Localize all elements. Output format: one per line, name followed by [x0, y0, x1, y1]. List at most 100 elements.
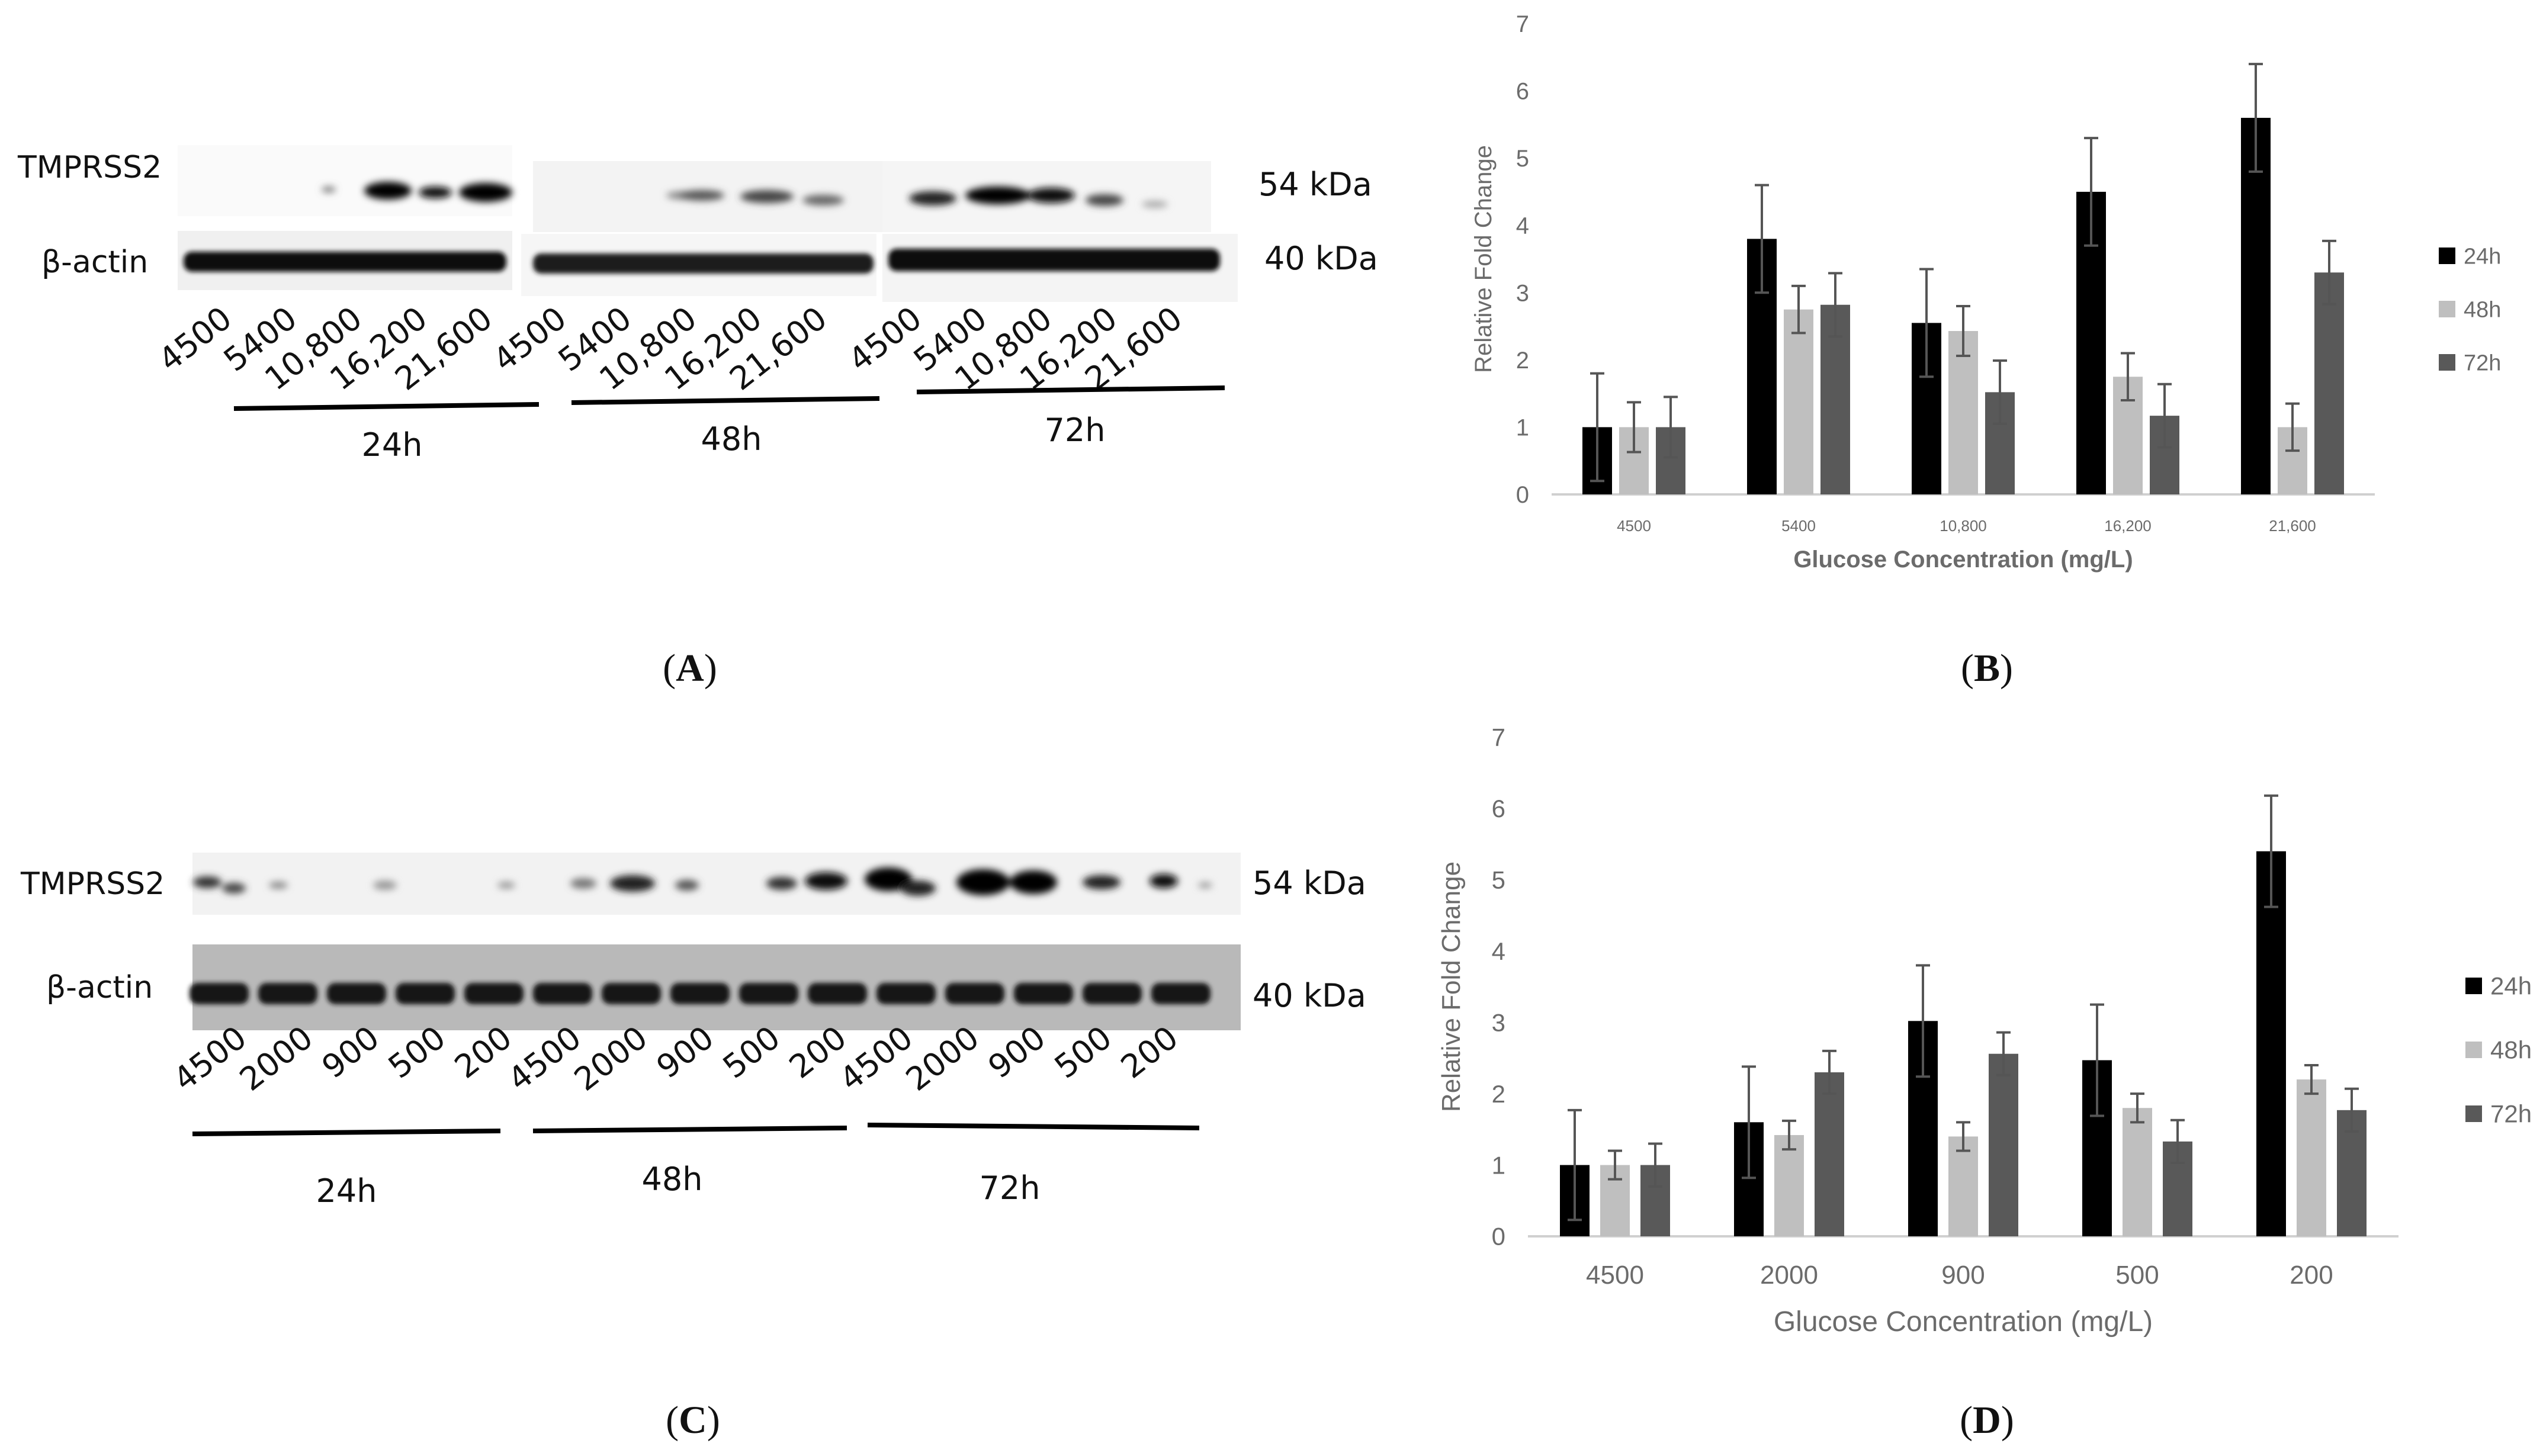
x-tick-label: 4500: [1617, 517, 1651, 535]
x-tick-label: 500: [2115, 1261, 2159, 1290]
band: [1028, 188, 1075, 203]
y-tick-label: 1: [1492, 1151, 1505, 1179]
legend-label-24h: 24h: [2490, 972, 2532, 1000]
band: [610, 875, 655, 892]
band: [1142, 201, 1168, 208]
y-tick-label: 7: [1492, 724, 1505, 751]
band: [364, 182, 412, 200]
y-tick-label: 4: [1516, 213, 1529, 239]
y-tick-label: 3: [1492, 1008, 1505, 1036]
y-tick-label: 0: [1492, 1223, 1505, 1251]
band: [965, 187, 1030, 204]
blot-c-tmprss2-strip: [192, 853, 1241, 915]
band: [740, 190, 794, 203]
lane-label: 4500: [833, 1019, 920, 1098]
legend-label-72h: 72h: [2490, 1100, 2532, 1128]
lane-label: 4500: [152, 300, 239, 379]
band: [888, 249, 1220, 271]
legend-label-72h: 72h: [2464, 351, 2501, 375]
band: [419, 187, 452, 198]
blot-c-group-line-48h: [532, 1126, 847, 1133]
bar-48h-200: [2297, 1079, 2326, 1236]
blot-c-protein-label: TMPRSS2: [20, 866, 165, 902]
x-tick-label: 21,600: [2269, 517, 2316, 535]
lane-label: 2000: [899, 1019, 986, 1098]
band: [739, 983, 798, 1004]
band: [1010, 870, 1057, 894]
band: [766, 877, 797, 890]
y-tick-label: 7: [1516, 11, 1529, 37]
panel-c-caption: (C): [666, 1399, 720, 1442]
band: [670, 983, 730, 1004]
band: [865, 867, 912, 891]
band: [497, 882, 515, 889]
x-tick-label: 10,800: [1940, 517, 1987, 535]
bar-24h-200: [2256, 851, 2286, 1236]
band: [909, 191, 956, 205]
band: [190, 983, 249, 1004]
blot-c-tmprss2-bands: [193, 867, 1212, 896]
bar-48h-5400: [1784, 309, 1813, 494]
blot-c-group-line-24h: [192, 1129, 501, 1136]
bar-48h-2000: [1774, 1134, 1804, 1236]
bar-72h-2000: [1815, 1072, 1844, 1236]
blot-c-mw-control: 40 kDa: [1253, 977, 1366, 1014]
group-label: 48h: [642, 1161, 703, 1198]
panel-b-bar-chart: 0 1 2 3 4 5 6 7 4500 5400 10,800 16,200 21,600 Glucos…: [1470, 11, 2501, 573]
band: [1150, 874, 1178, 888]
blot-a-mw-control: 40 kDa: [1264, 240, 1378, 277]
x-tick-label: 900: [1941, 1261, 1985, 1290]
band: [945, 983, 1004, 1004]
y-tick-label: 6: [1492, 795, 1505, 822]
panel-d-caption: (D): [1960, 1399, 2014, 1442]
y-tick-label: 2: [1492, 1080, 1505, 1108]
band: [602, 983, 661, 1004]
bar-48h-10,800: [1948, 331, 1978, 494]
band: [802, 195, 844, 205]
bar-24h-21,600: [2241, 118, 2271, 494]
x-tick-label: 2000: [1760, 1261, 1818, 1290]
y-tick-label: 2: [1516, 348, 1529, 374]
bar-48h-900: [1948, 1136, 1978, 1236]
band: [675, 880, 699, 891]
legend-swatch-48h: [2465, 1042, 2482, 1058]
bar-72h-900: [1989, 1053, 2018, 1236]
y-tick-label: 0: [1516, 482, 1529, 508]
band: [184, 252, 506, 272]
band: [464, 983, 524, 1004]
group-label: 48h: [701, 420, 762, 458]
blot-c-actin-bands: [190, 983, 1211, 1004]
bar-48h-500: [2123, 1108, 2152, 1236]
lane-label: 2000: [233, 1019, 320, 1098]
panel-a-caption: (A): [663, 647, 717, 690]
band: [373, 880, 397, 890]
legend-label-24h: 24h: [2464, 244, 2501, 269]
band: [327, 983, 386, 1004]
legend-swatch-72h: [2439, 354, 2455, 371]
x-tick-label: 4500: [1586, 1261, 1644, 1290]
group-label: 72h: [1045, 412, 1106, 449]
bar-72h-21,600: [2314, 272, 2344, 494]
legend-label-48h: 48h: [2490, 1036, 2532, 1064]
band: [193, 876, 221, 888]
blot-a-mw-protein: 54 kDa: [1258, 166, 1372, 203]
x-tick-label: 200: [2290, 1261, 2333, 1290]
y-tick-label: 3: [1516, 280, 1529, 306]
group-label: 24h: [316, 1172, 377, 1210]
band: [1086, 194, 1123, 206]
band: [269, 882, 288, 889]
blot-c-mw-protein: 54 kDa: [1253, 864, 1366, 902]
legend-swatch-48h: [2439, 301, 2455, 317]
blot-a-group-labels: 24h 48h 72h: [362, 412, 1106, 464]
legend-swatch-24h: [2439, 248, 2455, 264]
panel-a-western-blot: TMPRSS2 β-actin 54 kDa 40 kDa 4500540010…: [17, 145, 1378, 690]
blot-a-group-line-48h: [571, 396, 880, 405]
blot-a-actin-bands: [184, 249, 1220, 274]
blot-a-lane-labels: 4500540010,80016,20021,6004500540010,800…: [152, 300, 1189, 398]
x-axis-label: Glucose Concentration (mg/L): [1793, 547, 2133, 573]
blot-c-control-label: β-actin: [46, 970, 153, 1005]
band: [956, 869, 1010, 895]
band: [876, 983, 936, 1004]
band: [222, 883, 246, 893]
